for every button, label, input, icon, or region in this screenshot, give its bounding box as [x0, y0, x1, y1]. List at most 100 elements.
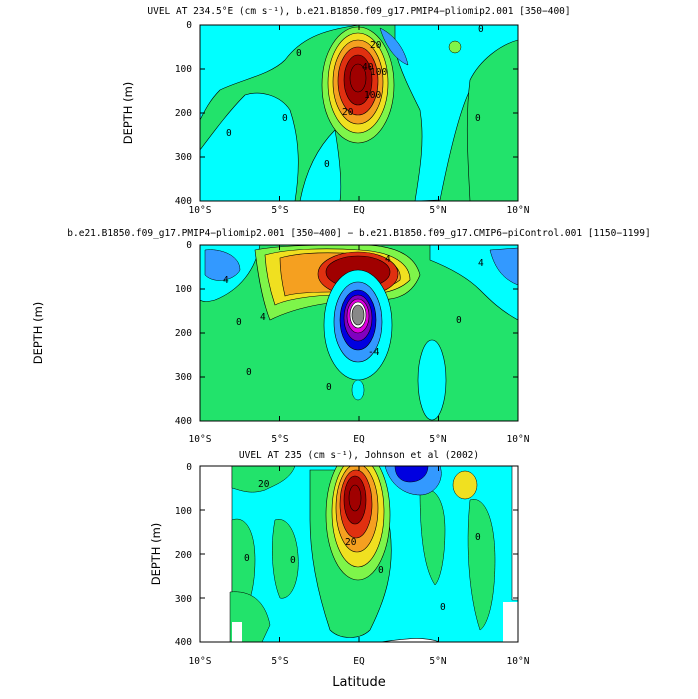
panel-1-blue-jet	[379, 27, 409, 66]
x-tick-label: 5°S	[271, 205, 288, 216]
x-tick-label: 10°S	[189, 434, 212, 445]
panel-3-contour-labels: 20 0 20 0 0 0 0	[244, 479, 481, 613]
panel-3-jet-l6	[348, 484, 362, 512]
x-tick-label: 5°S	[271, 434, 288, 445]
panel-3: UVEL AT 235 (cm s⁻¹), Johnson et al (200…	[149, 450, 530, 690]
contour-label: 0	[456, 315, 462, 326]
panel-2-title: b.e21.B1850.f09_g17.PMIP4−pliomip2.001 […	[67, 228, 650, 239]
panel-1-contour-labels: 20 40 100 100 20 0 0 0 0 0 0	[226, 24, 484, 170]
panel-3-ylabel: DEPTH (m)	[149, 523, 163, 586]
contour-label: 20	[370, 40, 382, 51]
panel-2-blue-e	[489, 247, 518, 286]
panel-3-green-e2	[467, 499, 496, 631]
contour-label: 0	[282, 113, 288, 124]
panel-2: b.e21.B1850.f09_g17.PMIP4−pliomip2.001 […	[31, 228, 651, 445]
contour-label: 0	[226, 128, 232, 139]
panel-2-ylabel: DEPTH (m)	[31, 302, 45, 365]
panel-2-xticks: 10°S 5°S EQ 5°N 10°N	[189, 434, 530, 445]
contour-label: 4	[223, 275, 229, 286]
panel-3-title: UVEL AT 235 (cm s⁻¹), Johnson et al (200…	[239, 450, 479, 461]
panel-1-contours	[200, 25, 518, 201]
tick-marks	[199, 24, 519, 643]
panel-3-mask-sw	[232, 622, 242, 642]
panel-3-green-w2	[272, 519, 299, 599]
y-tick-label: 100	[175, 64, 192, 75]
panel-2-contours	[200, 245, 518, 421]
contour-label: -4	[368, 347, 380, 358]
contour-label: 0	[296, 48, 302, 59]
x-tick-label: EQ	[353, 434, 365, 445]
x-tick-label: 10°N	[507, 205, 530, 216]
panel-3-contours	[200, 466, 518, 642]
panel-1-small-blob	[448, 40, 462, 54]
x-tick-label: 5°N	[429, 205, 446, 216]
contour-label: 0	[244, 553, 250, 564]
contour-label: 0	[290, 555, 296, 566]
panel-1-cyan-sw	[200, 92, 299, 201]
panel-2-cold-core	[351, 304, 365, 326]
panel-3-green-e	[419, 488, 446, 586]
y-tick-label: 0	[186, 20, 192, 31]
contour-label: 20	[342, 107, 354, 118]
panel-2-small-cyan	[351, 379, 365, 401]
panel-1-ylabel: DEPTH (m)	[121, 82, 135, 145]
y-tick-label: 200	[175, 328, 192, 339]
panel-2-blue-w	[204, 249, 241, 281]
y-tick-label: 300	[175, 372, 192, 383]
panel-3-yellow-e	[452, 470, 478, 500]
contour-label: 100	[364, 90, 381, 101]
contour-label: 0	[440, 602, 446, 613]
panel-2-yticks: 0 100 200 300 400	[175, 240, 192, 427]
contour-label: 0	[378, 565, 384, 576]
y-tick-label: 100	[175, 506, 192, 517]
contour-label: 20	[258, 479, 270, 490]
x-tick-label: 5°N	[429, 656, 446, 667]
y-tick-label: 400	[175, 196, 192, 207]
panel-1-cyan-mid	[299, 129, 342, 201]
contour-label: 0	[326, 382, 332, 393]
panel-1-yticks: 0 100 200 300 400	[175, 20, 192, 207]
panel-1-title: UVEL AT 234.5°E (cm s⁻¹), b.e21.B1850.f0…	[147, 6, 570, 17]
x-tick-label: 10°N	[507, 656, 530, 667]
contour-label: 4	[260, 312, 266, 323]
contour-label: 0	[478, 24, 484, 35]
panel-2-cyan-se	[417, 339, 447, 421]
contour-label: 0	[475, 113, 481, 124]
contour-label: 4	[385, 254, 391, 265]
x-tick-label: EQ	[353, 656, 365, 667]
y-tick-label: 100	[175, 284, 192, 295]
panel-1-xticks: 10°S 5°S EQ 5°N 10°N	[189, 205, 530, 216]
y-tick-label: 200	[175, 108, 192, 119]
x-tick-label: 10°S	[189, 205, 212, 216]
y-tick-label: 400	[175, 416, 192, 427]
contour-label: 4	[478, 258, 484, 269]
x-tick-label: 5°N	[429, 434, 446, 445]
panel-1-cyan-nw	[200, 25, 361, 121]
y-tick-label: 300	[175, 594, 192, 605]
panel-3-xticks: 10°S 5°S EQ 5°N 10°N	[189, 656, 530, 667]
contour-label: 100	[370, 67, 387, 78]
y-tick-label: 0	[186, 462, 192, 473]
panel-2-contour-labels: 4 4 4 4 -4 0 0 0 0	[223, 254, 484, 393]
panel-3-green-nw	[231, 466, 296, 493]
contour-label: 0	[246, 367, 252, 378]
contour-label: 20	[345, 537, 357, 548]
panel-3-yticks: 0 100 200 300 400	[175, 462, 192, 648]
x-axis-label: Latitude	[332, 675, 386, 690]
panel-1: UVEL AT 234.5°E (cm s⁻¹), b.e21.B1850.f0…	[121, 6, 571, 216]
y-tick-label: 0	[186, 240, 192, 251]
x-tick-label: 10°N	[507, 434, 530, 445]
y-tick-label: 200	[175, 550, 192, 561]
x-tick-label: EQ	[353, 205, 365, 216]
x-tick-label: 5°S	[271, 656, 288, 667]
y-tick-label: 400	[175, 637, 192, 648]
panel-3-dark-blue	[394, 466, 429, 483]
contour-label: 40	[362, 62, 374, 73]
x-tick-label: 10°S	[189, 656, 212, 667]
contour-label: 0	[236, 317, 242, 328]
contour-label: 0	[324, 159, 330, 170]
contour-label: 0	[475, 532, 481, 543]
panel-3-mask-se	[503, 602, 518, 642]
panel-1-jet-l6	[349, 63, 367, 93]
